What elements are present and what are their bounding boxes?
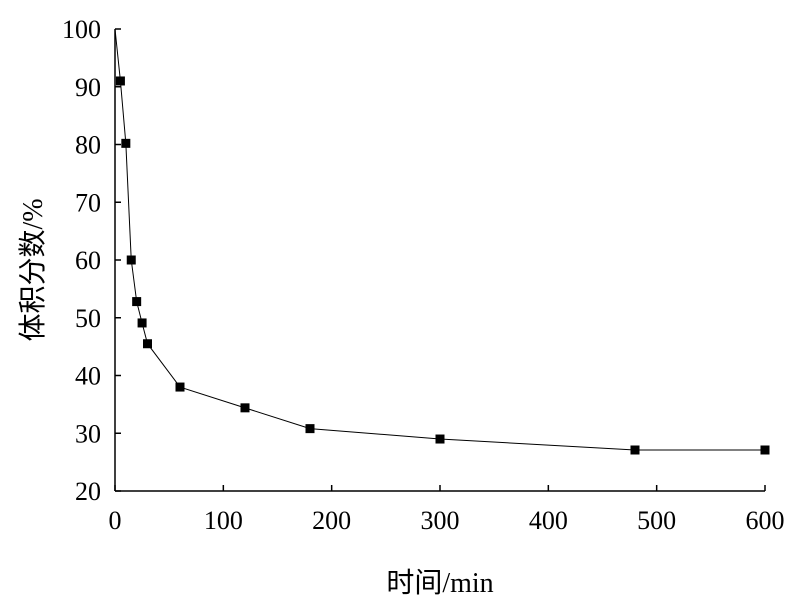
data-point-marker	[435, 434, 445, 444]
data-point-marker	[630, 445, 640, 455]
y-tick-label: 100	[62, 15, 101, 44]
x-tick-label: 600	[746, 506, 785, 535]
data-point-marker	[115, 76, 125, 86]
data-point-marker	[240, 403, 250, 413]
x-tick-label: 500	[637, 506, 676, 535]
y-axis-ticks: 20 30 40 50 60 70 80 90 100	[62, 15, 121, 506]
series-line	[114, 28, 765, 451]
data-point-marker	[175, 382, 185, 392]
y-tick-label: 90	[75, 73, 101, 102]
y-tick-label: 30	[75, 419, 101, 448]
x-tick-label: 200	[312, 506, 351, 535]
data-point-marker	[143, 339, 152, 349]
data-point-marker	[305, 424, 315, 434]
data-point-marker	[126, 255, 136, 265]
y-tick-label: 70	[75, 188, 101, 217]
x-axis-title: 时间/min	[386, 567, 493, 599]
y-tick-label: 40	[75, 362, 101, 391]
x-tick-label: 400	[529, 506, 568, 535]
data-point-marker	[137, 318, 147, 328]
x-axis-ticks: 0 100 200 300 400 500 600	[109, 485, 785, 535]
y-tick-label: 80	[75, 131, 101, 160]
axes	[114, 29, 765, 492]
y-tick-label: 60	[75, 246, 101, 275]
data-point-marker	[121, 138, 131, 148]
data-point-marker	[760, 445, 770, 455]
y-tick-label: 20	[75, 477, 101, 506]
series	[114, 28, 770, 455]
x-tick-label: 0	[109, 506, 122, 535]
y-axis-title: 体积分数/%	[17, 198, 49, 341]
x-tick-label: 300	[421, 506, 460, 535]
x-tick-label: 100	[204, 506, 243, 535]
y-tick-label: 50	[75, 304, 101, 333]
data-point-marker	[132, 297, 142, 307]
